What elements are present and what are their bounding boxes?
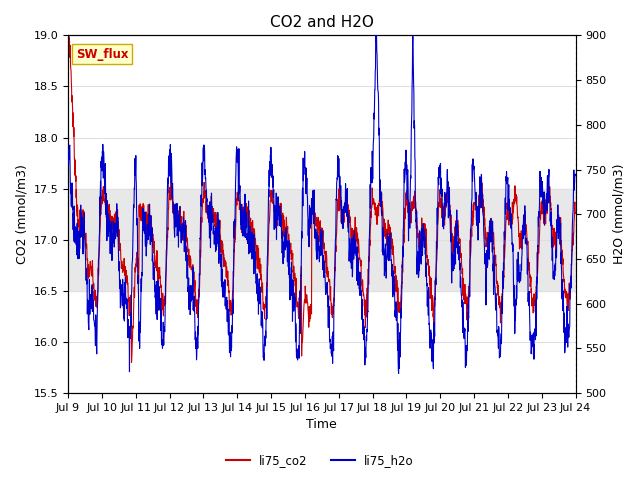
Y-axis label: H2O (mmol/m3): H2O (mmol/m3) [612,164,625,264]
Text: SW_flux: SW_flux [76,48,128,61]
Y-axis label: CO2 (mmol/m3): CO2 (mmol/m3) [15,164,28,264]
Bar [68,189,575,291]
X-axis label: Time: Time [307,419,337,432]
Legend: li75_co2, li75_h2o: li75_co2, li75_h2o [221,449,419,472]
Title: CO2 and H2O: CO2 and H2O [270,15,374,30]
